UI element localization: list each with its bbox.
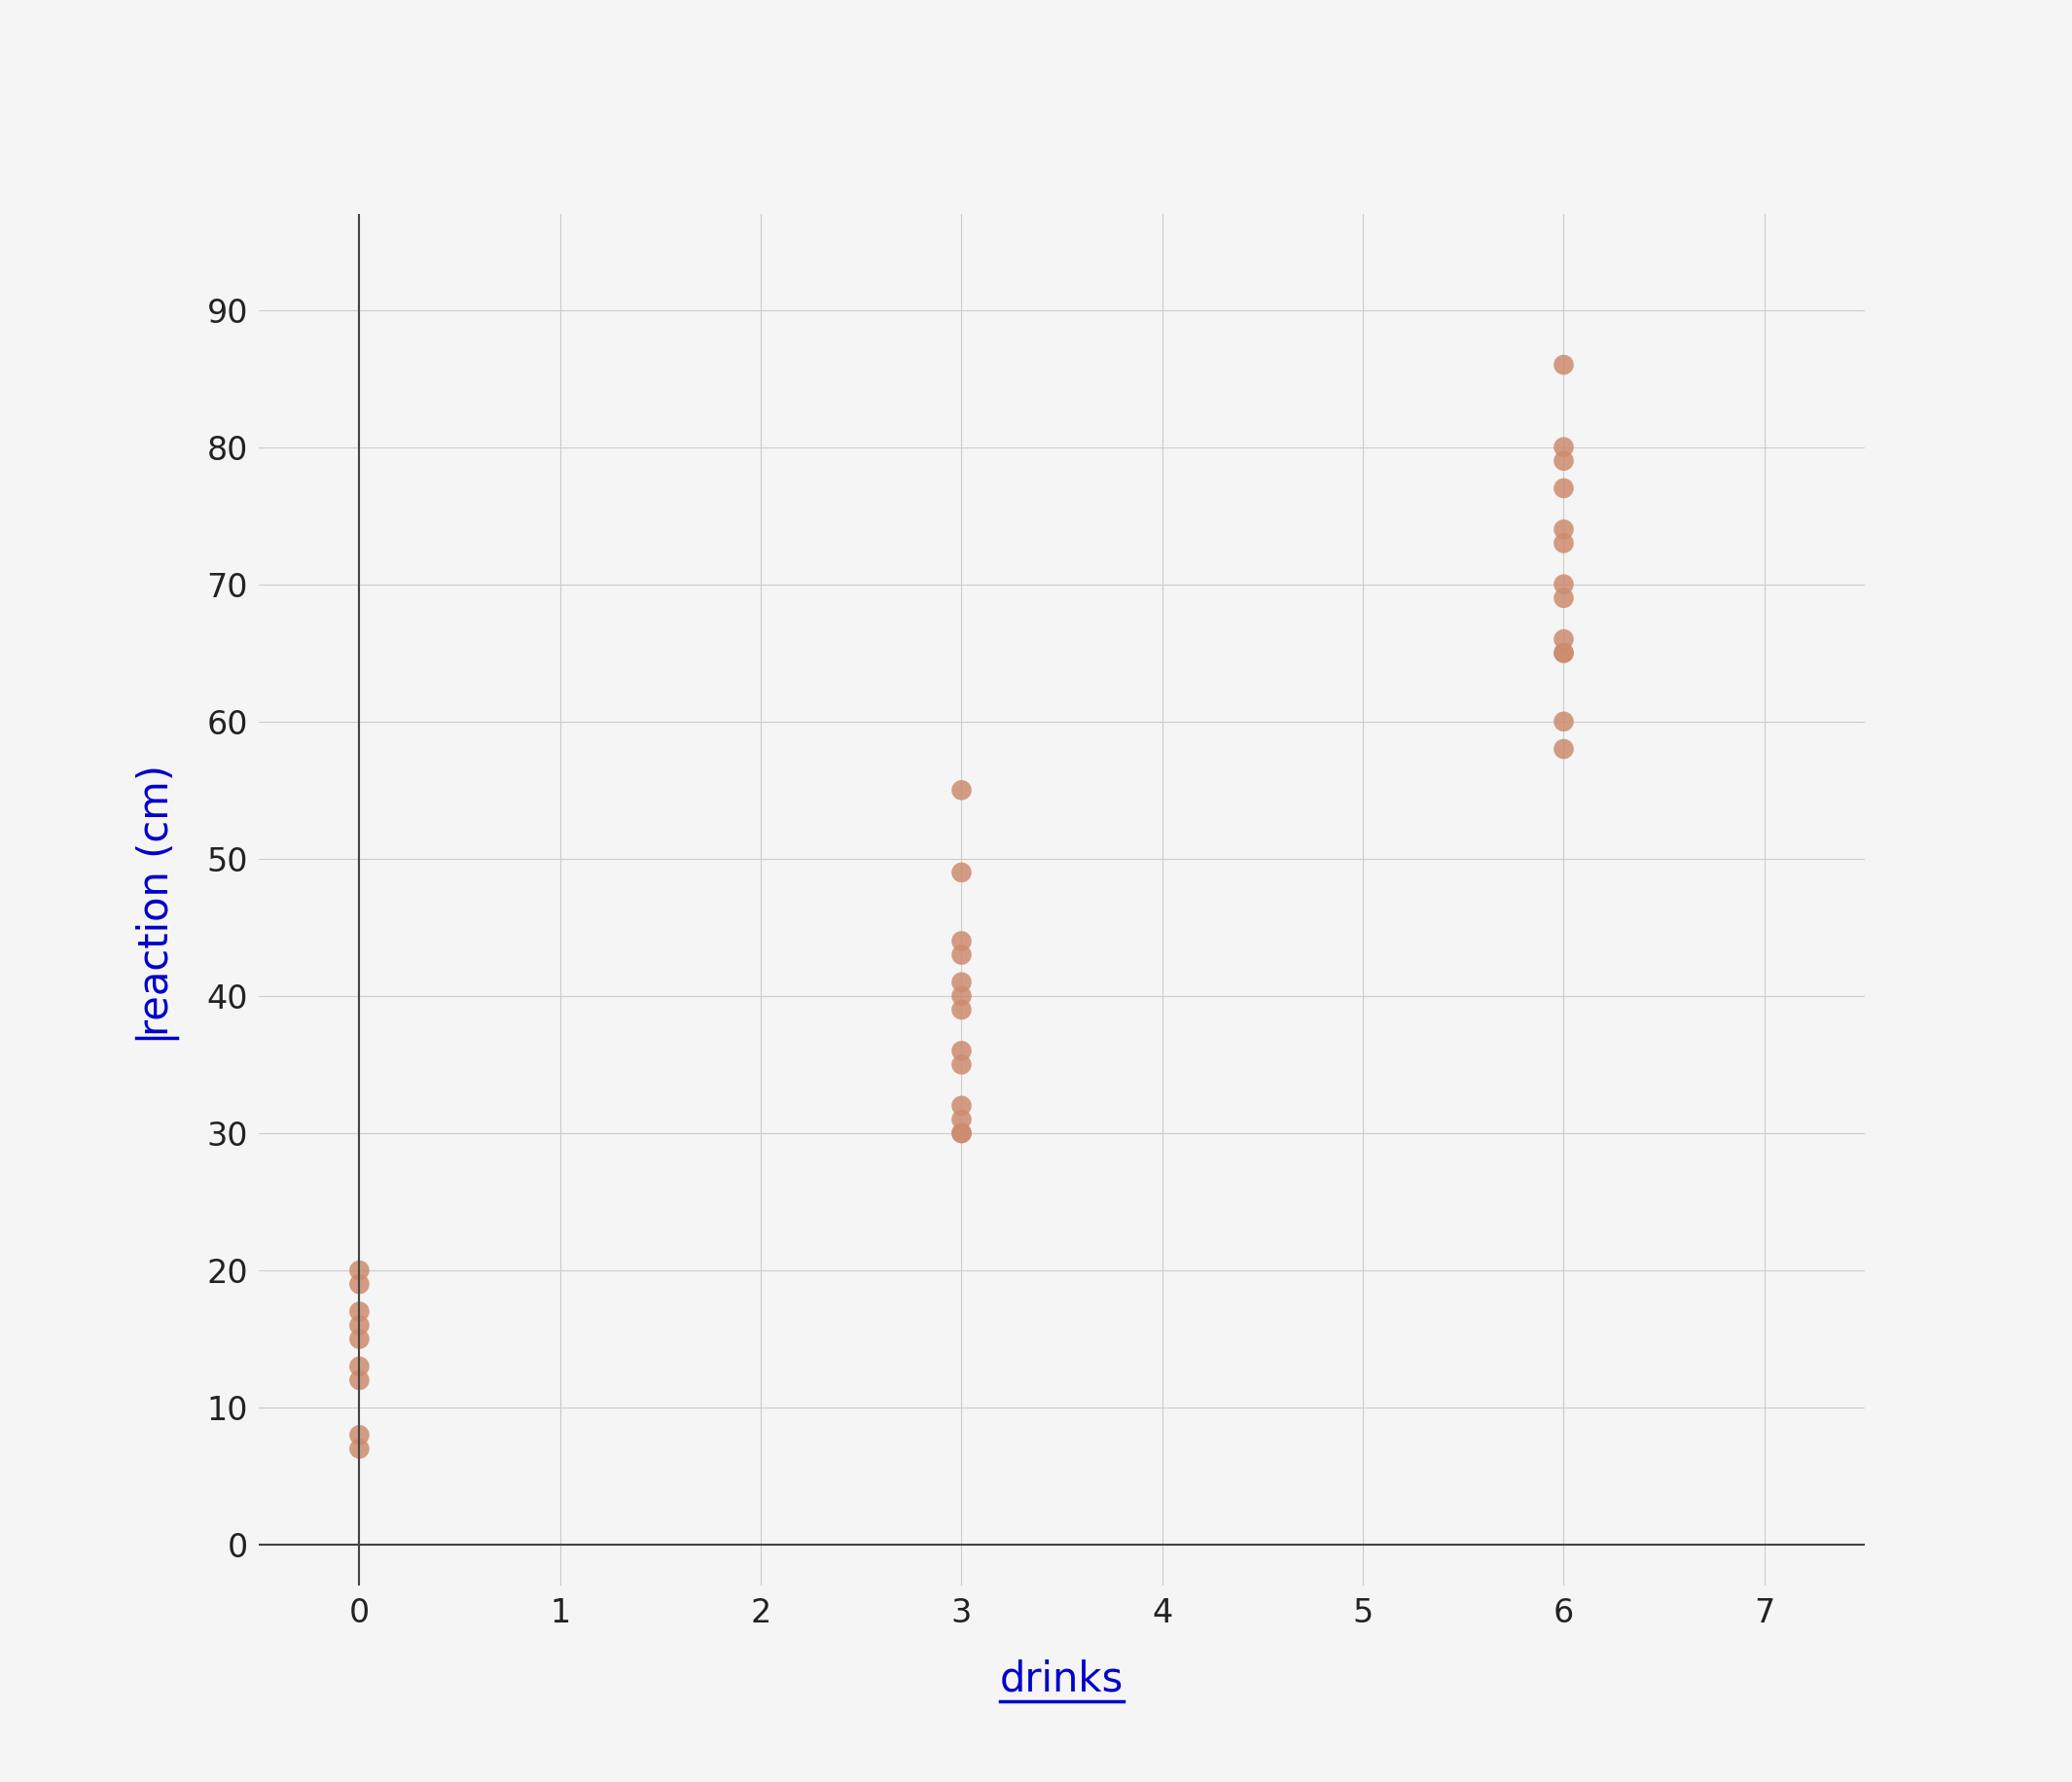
Y-axis label: reaction (cm): reaction (cm)	[137, 764, 176, 1035]
Point	[1548, 625, 1581, 654]
Point	[342, 1297, 375, 1326]
Point	[342, 1435, 375, 1463]
Point	[342, 1324, 375, 1353]
Point	[945, 1091, 978, 1121]
Point	[1548, 447, 1581, 476]
Point	[1548, 570, 1581, 599]
Point	[1548, 433, 1581, 462]
Point	[945, 1037, 978, 1066]
Point	[945, 927, 978, 955]
Point	[945, 775, 978, 804]
Point	[945, 982, 978, 1010]
Point	[945, 859, 978, 887]
Point	[342, 1271, 375, 1299]
Point	[1548, 515, 1581, 544]
Point	[1548, 707, 1581, 736]
Point	[945, 1119, 978, 1148]
Point	[342, 1365, 375, 1394]
Point	[1548, 638, 1581, 666]
Point	[1548, 584, 1581, 613]
Point	[342, 1420, 375, 1449]
Point	[1548, 351, 1581, 380]
Point	[945, 1050, 978, 1078]
Point	[1548, 734, 1581, 763]
Point	[342, 1353, 375, 1381]
Point	[1548, 474, 1581, 503]
Point	[342, 1312, 375, 1340]
Point	[945, 1119, 978, 1148]
Point	[945, 1105, 978, 1133]
Point	[342, 1256, 375, 1285]
X-axis label: drinks: drinks	[1001, 1659, 1123, 1700]
Point	[1548, 529, 1581, 558]
Point	[945, 941, 978, 969]
Point	[945, 968, 978, 996]
Point	[945, 996, 978, 1025]
Point	[1548, 638, 1581, 666]
